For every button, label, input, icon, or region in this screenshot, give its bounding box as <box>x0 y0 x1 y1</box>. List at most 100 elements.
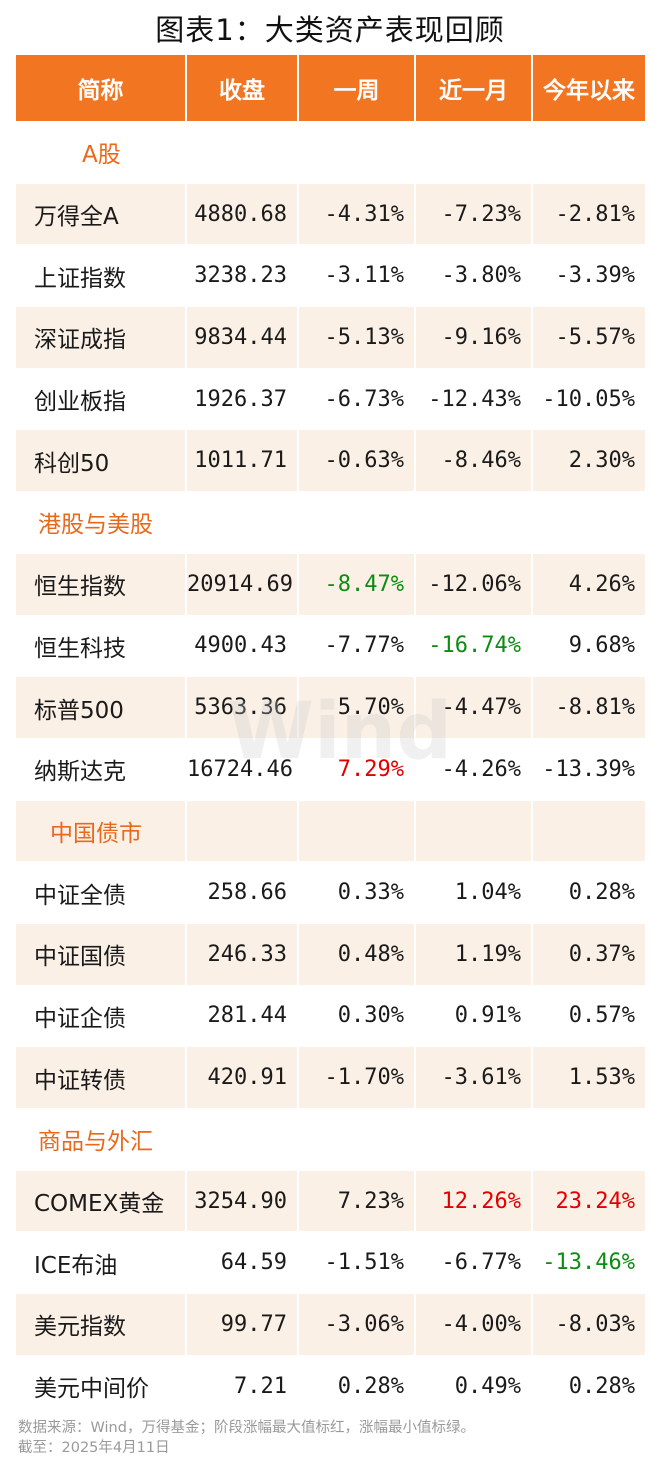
row-ytd: -10.05% <box>533 367 645 430</box>
row-month: 12.26% <box>416 1169 533 1232</box>
section-row-a-shares: A股 <box>16 121 645 183</box>
row-ytd: -13.39% <box>533 737 645 800</box>
row-close: 420.91 <box>187 1046 299 1108</box>
table-row: 中证转债 420.91 -1.70% -3.61% 1.53% <box>16 1046 645 1108</box>
chart-title: 图表1：大类资产表现回顾 <box>155 13 505 47</box>
row-close: 16724.46 <box>187 737 299 800</box>
source-note: 数据来源：Wind，万得基金；阶段涨幅最大值标红，涨幅最小值标绿。 <box>18 1420 475 1436</box>
row-close: 4900.43 <box>187 614 299 677</box>
row-month: 0.91% <box>416 984 533 1047</box>
row-month: 1.19% <box>416 922 533 985</box>
header-close: 收盘 <box>187 55 299 121</box>
row-ytd: -8.81% <box>533 676 645 738</box>
table-row: 创业板指 1926.37 -6.73% -12.43% -10.05% <box>16 367 645 430</box>
row-ytd: 0.57% <box>533 984 645 1047</box>
row-week: -7.77% <box>299 614 416 677</box>
row-close: 1926.37 <box>187 367 299 430</box>
row-week: -8.47% <box>299 552 416 615</box>
section-title: 港股与美股 <box>16 491 187 553</box>
table-row: 中证企债 281.44 0.30% 0.91% 0.57% <box>16 984 645 1047</box>
row-name: 深证成指 <box>16 306 187 368</box>
row-name: 恒生科技 <box>16 614 187 677</box>
row-ytd: 23.24% <box>533 1169 645 1232</box>
row-week: -3.06% <box>299 1293 416 1355</box>
row-close: 4880.68 <box>187 182 299 245</box>
row-close: 5363.36 <box>187 676 299 738</box>
asset-performance-table: 简称 收盘 一周 近一月 今年以来 A股 万得全A 4880.68 -4.31%… <box>16 55 645 1417</box>
table-row: 中证全债 258.66 0.33% 1.04% 0.28% <box>16 861 645 923</box>
header-row: 简称 收盘 一周 近一月 今年以来 <box>16 55 645 121</box>
row-name: 美元中间价 <box>16 1354 187 1417</box>
header-week: 一周 <box>299 55 416 121</box>
table-row: 上证指数 3238.23 -3.11% -3.80% -3.39% <box>16 244 645 307</box>
header-name: 简称 <box>16 55 187 121</box>
row-close: 9834.44 <box>187 306 299 368</box>
table-row: 美元指数 99.77 -3.06% -4.00% -8.03% <box>16 1293 645 1355</box>
table-row: 恒生指数 20914.69 -8.47% -12.06% 4.26% <box>16 552 645 615</box>
row-ytd: -3.39% <box>533 244 645 306</box>
table-row: 深证成指 9834.44 -5.13% -9.16% -5.57% <box>16 306 645 368</box>
row-week: -3.11% <box>299 244 416 307</box>
row-ytd: 9.68% <box>533 614 645 677</box>
row-name: 恒生指数 <box>16 552 187 615</box>
row-close: 3254.90 <box>187 1169 299 1232</box>
row-month: 0.49% <box>416 1354 533 1417</box>
row-week: 0.28% <box>299 1354 416 1417</box>
section-row-commodities-fx: 商品与外汇 <box>16 1108 645 1170</box>
date-note: 截至：2025年4月11日 <box>18 1440 170 1456</box>
row-week: -0.63% <box>299 429 416 492</box>
row-week: -4.31% <box>299 182 416 245</box>
row-name: 科创50 <box>16 429 187 492</box>
row-name: 美元指数 <box>16 1293 187 1355</box>
row-ytd: -5.57% <box>533 306 645 368</box>
row-week: -1.51% <box>299 1231 416 1294</box>
row-name: ICE布油 <box>16 1231 187 1294</box>
row-week: 7.29% <box>299 737 416 800</box>
row-close: 99.77 <box>187 1293 299 1355</box>
row-ytd: 0.28% <box>533 861 645 923</box>
row-month: -4.00% <box>416 1293 533 1355</box>
row-name: 中证国债 <box>16 922 187 985</box>
row-ytd: -2.81% <box>533 182 645 245</box>
row-ytd: 1.53% <box>533 1046 645 1108</box>
table-row: ICE布油 64.59 -1.51% -6.77% -13.46% <box>16 1231 645 1294</box>
row-name: 中证全债 <box>16 861 187 923</box>
header-month: 近一月 <box>416 55 533 121</box>
row-week: 7.23% <box>299 1169 416 1232</box>
row-close: 258.66 <box>187 861 299 923</box>
section-title: A股 <box>16 121 187 183</box>
row-name: 上证指数 <box>16 244 187 307</box>
row-month: -4.47% <box>416 676 533 738</box>
row-week: 5.70% <box>299 676 416 738</box>
row-close: 20914.69 <box>187 552 299 615</box>
table-row: COMEX黄金 3254.90 7.23% 12.26% 23.24% <box>16 1169 645 1232</box>
row-ytd: -8.03% <box>533 1293 645 1355</box>
row-month: -9.16% <box>416 306 533 368</box>
row-month: -4.26% <box>416 737 533 800</box>
row-month: -3.61% <box>416 1046 533 1108</box>
row-close: 1011.71 <box>187 429 299 492</box>
row-name: 标普500 <box>16 676 187 738</box>
row-month: -16.74% <box>416 614 533 677</box>
row-close: 281.44 <box>187 984 299 1047</box>
row-ytd: 2.30% <box>533 429 645 492</box>
section-title: 商品与外汇 <box>16 1108 187 1170</box>
row-week: 0.33% <box>299 861 416 923</box>
row-name: COMEX黄金 <box>16 1169 187 1232</box>
table-row: 美元中间价 7.21 0.28% 0.49% 0.28% <box>16 1354 645 1417</box>
row-ytd: 0.28% <box>533 1354 645 1417</box>
table-row: 科创50 1011.71 -0.63% -8.46% 2.30% <box>16 429 645 492</box>
row-week: 0.30% <box>299 984 416 1047</box>
row-month: -6.77% <box>416 1231 533 1294</box>
row-ytd: 0.37% <box>533 922 645 985</box>
section-title: 中国债市 <box>16 799 187 862</box>
table-row: 中证国债 246.33 0.48% 1.19% 0.37% <box>16 922 645 985</box>
table-row: 万得全A 4880.68 -4.31% -7.23% -2.81% <box>16 182 645 245</box>
row-month: -8.46% <box>416 429 533 492</box>
row-name: 中证企债 <box>16 984 187 1047</box>
section-row-hk-us: 港股与美股 <box>16 491 645 553</box>
row-close: 7.21 <box>187 1354 299 1417</box>
row-name: 创业板指 <box>16 367 187 430</box>
row-close: 3238.23 <box>187 244 299 307</box>
table-row: 标普500 5363.36 5.70% -4.47% -8.81% <box>16 676 645 738</box>
